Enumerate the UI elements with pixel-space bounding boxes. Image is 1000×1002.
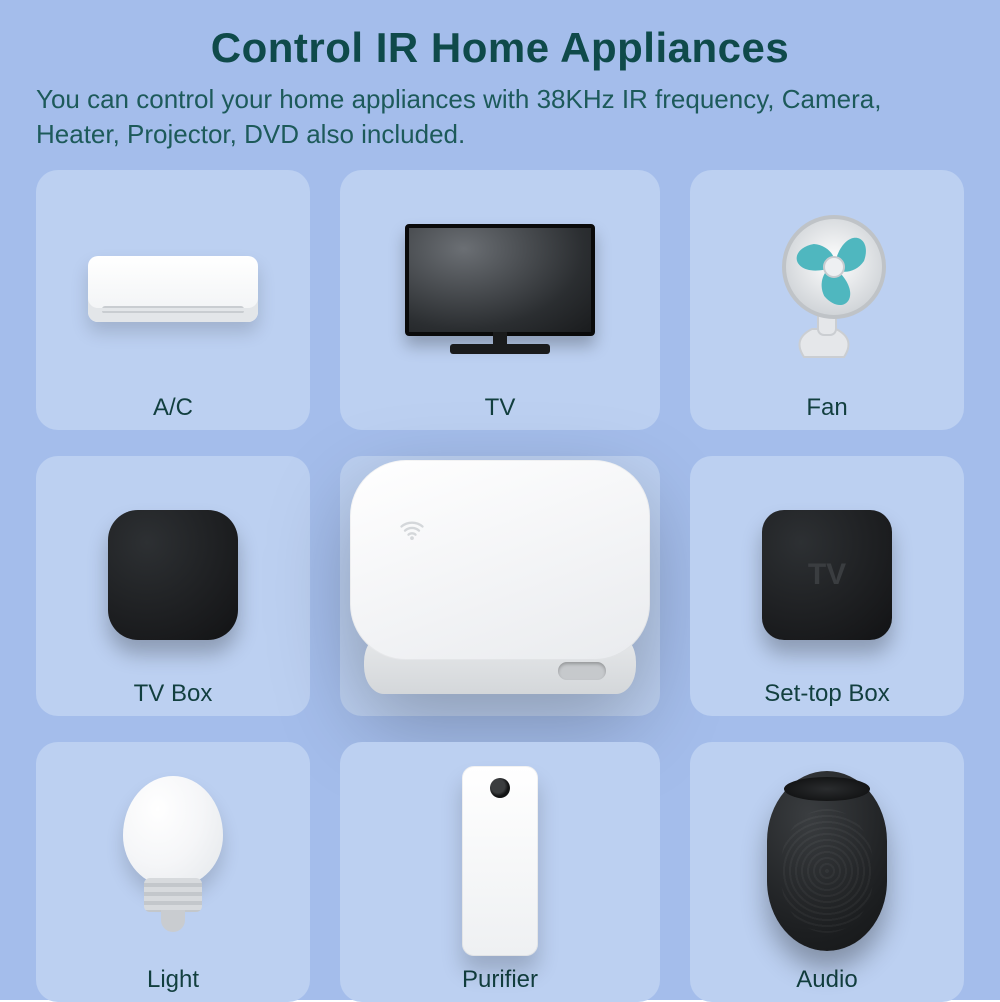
tile-audio: Audio [690, 742, 964, 1002]
tv-icon [350, 188, 650, 390]
tile-label: Audio [796, 966, 857, 994]
speaker-icon [700, 760, 954, 962]
tile-settop: TV Set-top Box [690, 456, 964, 716]
tile-label: TV Box [134, 680, 213, 708]
tvbox-icon [46, 474, 300, 676]
settop-icon: TV [700, 474, 954, 676]
settop-face-text: TV [808, 558, 846, 592]
tile-ac: A/C [36, 170, 310, 430]
device-grid: A/C TV [36, 170, 964, 1002]
fan-icon [700, 188, 954, 390]
tile-label: TV [485, 394, 516, 422]
tile-tvbox: TV Box [36, 456, 310, 716]
bulb-icon [46, 760, 300, 962]
tile-label: Set-top Box [764, 680, 889, 708]
tile-label: Purifier [462, 966, 538, 994]
tile-tv: TV [340, 170, 660, 430]
tile-label: Fan [806, 394, 847, 422]
tile-light: Light [36, 742, 310, 1002]
hub-icon [340, 456, 660, 716]
tile-label: Light [147, 966, 199, 994]
wifi-icon [398, 516, 426, 544]
ac-icon [46, 188, 300, 390]
tile-fan: Fan [690, 170, 964, 430]
tile-purifier: Purifier [340, 742, 660, 1002]
page-subtitle: You can control your home appliances wit… [36, 82, 956, 152]
page-title: Control IR Home Appliances [36, 24, 964, 72]
purifier-icon [350, 760, 650, 962]
tile-hub [340, 456, 660, 716]
infographic-page: Control IR Home Appliances You can contr… [0, 0, 1000, 1000]
tile-label: A/C [153, 394, 193, 422]
